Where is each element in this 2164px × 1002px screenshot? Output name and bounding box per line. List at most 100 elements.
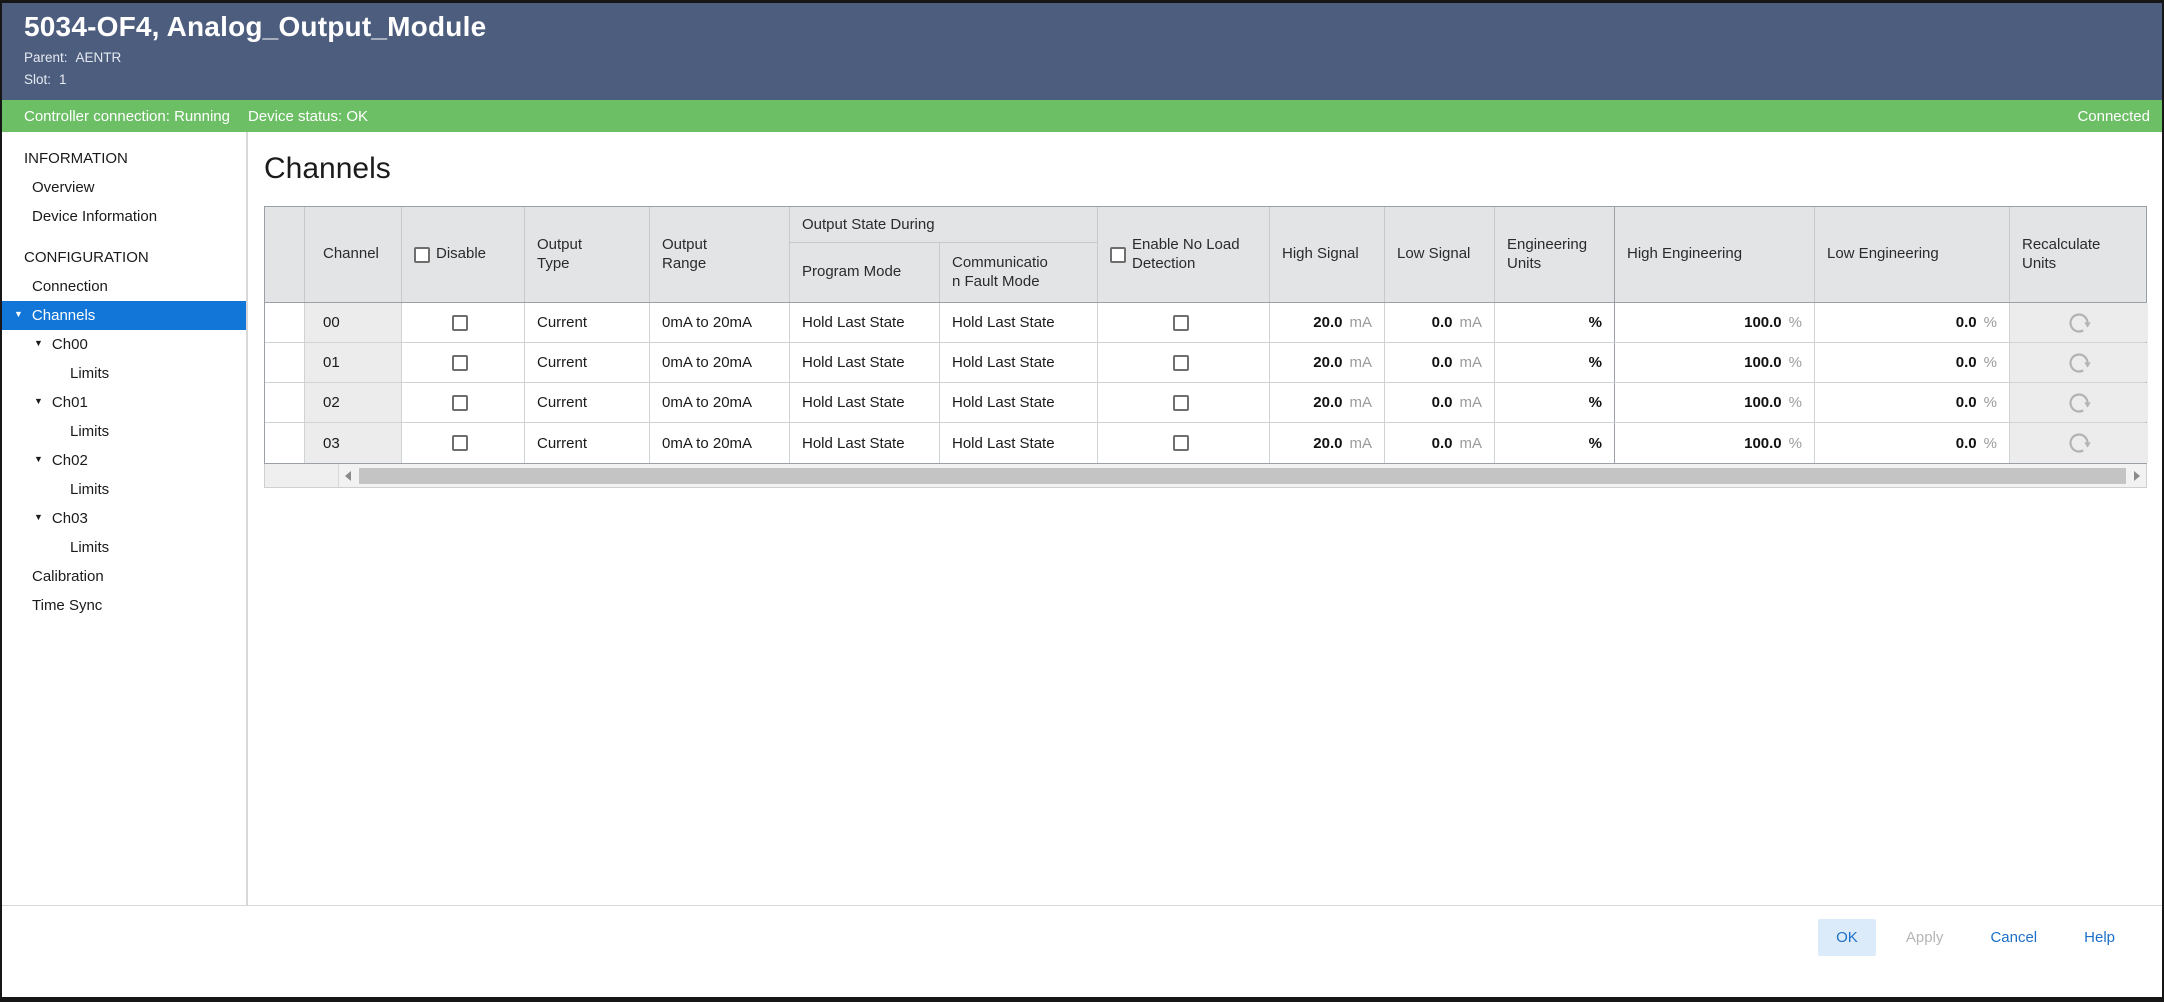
row-selector-cell[interactable] — [265, 423, 305, 463]
low-signal-cell[interactable]: 0.0 mA — [1385, 423, 1495, 463]
engineering-units-cell[interactable]: % — [1495, 303, 1615, 342]
recalculate-units-cell — [2010, 343, 2148, 382]
program-mode-cell[interactable]: Hold Last State — [790, 343, 940, 382]
engineering-units-cell[interactable]: % — [1495, 343, 1615, 382]
recalculate-units-button[interactable] — [2010, 383, 2148, 422]
expand-triangle-icon[interactable]: ▼ — [34, 338, 43, 348]
scroll-left-button[interactable] — [339, 464, 357, 487]
output-type-cell[interactable]: Current — [525, 303, 650, 342]
high-engineering-value: 100.0 — [1744, 354, 1782, 371]
disable-checkbox[interactable] — [452, 314, 468, 331]
output-type-cell[interactable]: Current — [525, 343, 650, 382]
recalculate-units-button[interactable] — [2010, 423, 2148, 463]
recalculate-units-cell — [2010, 303, 2148, 342]
row-selector-cell[interactable] — [265, 383, 305, 422]
cancel-button[interactable]: Cancel — [1973, 919, 2054, 956]
scroll-right-button[interactable] — [2128, 464, 2146, 487]
col-header-output-type-label: Output Type — [537, 235, 583, 272]
scrollbar-thumb[interactable] — [359, 467, 2126, 484]
expand-triangle-icon[interactable]: ▼ — [34, 512, 43, 522]
low-signal-cell[interactable]: 0.0 mA — [1385, 383, 1495, 422]
recalculate-units-button[interactable] — [2010, 343, 2148, 382]
enable-no-load-cell — [1098, 383, 1270, 422]
row-selector-cell[interactable] — [265, 303, 305, 342]
engineering-units-cell[interactable]: % — [1495, 423, 1615, 463]
comm-fault-mode-cell[interactable]: Hold Last State — [940, 423, 1098, 463]
disable-checkbox[interactable] — [452, 394, 468, 411]
sidebar-item-device-information[interactable]: Device Information — [32, 208, 158, 225]
high-engineering-cell[interactable]: 100.0% — [1615, 343, 1815, 382]
row-selector-cell[interactable] — [265, 343, 305, 382]
high-signal-value: 20.0 — [1313, 434, 1343, 452]
recalculate-icon — [2069, 312, 2091, 333]
output-type-cell[interactable]: Current — [525, 423, 650, 463]
col-header-engineering-units-label: Engineering Units — [1507, 235, 1588, 272]
sidebar-item-overview[interactable]: Overview — [32, 179, 95, 196]
low-signal-cell[interactable]: 0.0 mA — [1385, 303, 1495, 342]
enable-no-load-all-checkbox[interactable] — [1110, 246, 1126, 263]
output-range-cell[interactable]: 0mA to 20mA — [650, 343, 790, 382]
help-button[interactable]: Help — [2067, 919, 2132, 956]
high-signal-cell[interactable]: 20.0 mA — [1270, 303, 1385, 342]
sidebar-item-time-sync[interactable]: Time Sync — [32, 597, 103, 614]
low-signal-value: 0.0 — [1431, 314, 1453, 331]
disable-checkbox[interactable] — [452, 354, 468, 371]
output-range-cell[interactable]: 0mA to 20mA — [650, 303, 790, 342]
low-engineering-cell[interactable]: 0.0% — [1815, 383, 2010, 422]
high-engineering-cell[interactable]: 100.0% — [1615, 383, 1815, 422]
comm-fault-mode-cell[interactable]: Hold Last State — [940, 303, 1098, 342]
enable-no-load-checkbox[interactable] — [1172, 314, 1189, 331]
sidebar-item-connection[interactable]: Connection — [32, 278, 108, 295]
engineering-units-cell[interactable]: % — [1495, 383, 1615, 422]
output-type-cell[interactable]: Current — [525, 383, 650, 422]
low-signal-cell[interactable]: 0.0 mA — [1385, 343, 1495, 382]
recalculate-units-button[interactable] — [2010, 303, 2148, 342]
enable-no-load-checkbox[interactable] — [1172, 394, 1189, 411]
sidebar-item-ch01-limits[interactable]: Limits — [70, 423, 110, 440]
expand-triangle-icon[interactable]: ▼ — [34, 454, 43, 464]
sidebar-item-ch00[interactable]: ▼ Ch00 — [2, 330, 246, 359]
expand-triangle-icon[interactable]: ▼ — [14, 309, 23, 319]
high-signal-cell[interactable]: 20.0 mA — [1270, 423, 1385, 463]
high-engineering-value: 100.0 — [1744, 314, 1782, 331]
low-engineering-cell[interactable]: 0.0% — [1815, 343, 2010, 382]
enable-no-load-checkbox[interactable] — [1172, 435, 1189, 451]
sidebar-item-ch02-limits[interactable]: Limits — [70, 481, 110, 498]
comm-fault-mode-cell[interactable]: Hold Last State — [940, 343, 1098, 382]
program-mode-cell[interactable]: Hold Last State — [790, 423, 940, 463]
sidebar-item-ch01[interactable]: ▼ Ch01 — [2, 388, 246, 417]
col-header-disable: Disable — [402, 207, 525, 302]
sidebar-item-calibration[interactable]: Calibration — [32, 568, 104, 585]
engineering-units-value: % — [1588, 434, 1602, 452]
high-signal-unit: mA — [1349, 314, 1373, 331]
high-engineering-cell[interactable]: 100.0% — [1615, 303, 1815, 342]
sidebar-item-ch00-limits[interactable]: Limits — [70, 365, 110, 382]
high-signal-unit: mA — [1349, 434, 1373, 452]
expand-triangle-icon[interactable]: ▼ — [34, 396, 43, 406]
sidebar-item-ch03[interactable]: ▼ Ch03 — [2, 504, 246, 533]
ok-button[interactable]: OK — [1817, 919, 1876, 956]
program-mode-cell[interactable]: Hold Last State — [790, 383, 940, 422]
sidebar-item-ch03-limits[interactable]: Limits — [70, 539, 110, 556]
low-engineering-cell[interactable]: 0.0% — [1815, 303, 2010, 342]
program-mode-cell[interactable]: Hold Last State — [790, 303, 940, 342]
high-signal-cell[interactable]: 20.0 mA — [1270, 343, 1385, 382]
col-group-output-state-during: Output State During — [790, 207, 1098, 243]
low-engineering-cell[interactable]: 0.0% — [1815, 423, 2010, 463]
enable-no-load-checkbox[interactable] — [1172, 354, 1189, 371]
apply-button[interactable]: Apply — [1889, 919, 1961, 956]
comm-fault-mode-cell[interactable]: Hold Last State — [940, 383, 1098, 422]
sidebar-item-channels[interactable]: ▼ Channels — [2, 301, 246, 330]
sidebar-item-ch02[interactable]: ▼ Ch02 — [2, 446, 246, 475]
disable-all-checkbox[interactable] — [414, 246, 430, 263]
output-range-cell[interactable]: 0mA to 20mA — [650, 383, 790, 422]
disable-checkbox[interactable] — [452, 435, 468, 451]
col-header-low-signal: Low Signal — [1385, 207, 1495, 302]
scrollbar-track[interactable] — [339, 464, 2146, 487]
output-range-cell[interactable]: 0mA to 20mA — [650, 423, 790, 463]
sidebar-section-information: INFORMATION — [24, 150, 128, 167]
high-engineering-cell[interactable]: 100.0% — [1615, 423, 1815, 463]
high-signal-cell[interactable]: 20.0 mA — [1270, 383, 1385, 422]
low-engineering-value: 0.0 — [1955, 354, 1977, 371]
